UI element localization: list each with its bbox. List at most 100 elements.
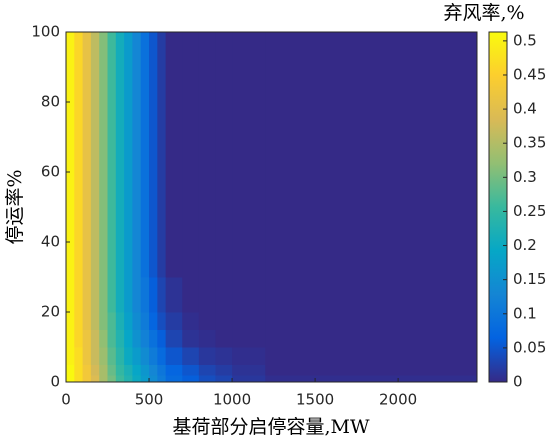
cell xyxy=(82,375,92,383)
cell xyxy=(157,277,167,313)
cell xyxy=(82,312,92,330)
cell xyxy=(182,329,200,348)
cell xyxy=(215,32,233,278)
cell xyxy=(140,364,150,376)
cell xyxy=(90,32,100,278)
colorbar-tick-label: 0.5 xyxy=(513,31,537,49)
cell xyxy=(265,277,478,313)
cell xyxy=(215,375,233,383)
cell xyxy=(265,32,478,278)
cell xyxy=(198,32,216,278)
x-tick-label: 0 xyxy=(61,391,71,409)
cell xyxy=(232,312,266,330)
y-tick-label: 40 xyxy=(41,233,60,251)
cell xyxy=(215,312,233,330)
cell xyxy=(66,364,75,376)
cell xyxy=(149,375,158,383)
cell xyxy=(132,375,142,383)
colorbar-tick-label: 0.45 xyxy=(513,65,546,83)
colorbar-tick-label: 0.05 xyxy=(513,338,546,356)
cell xyxy=(107,277,117,313)
cell xyxy=(115,375,125,383)
cell xyxy=(82,32,92,278)
cell xyxy=(82,329,92,348)
cell xyxy=(140,347,150,365)
cell xyxy=(74,329,84,348)
cell xyxy=(198,364,216,376)
cell xyxy=(82,347,92,365)
cell xyxy=(140,329,150,348)
cell xyxy=(99,312,109,330)
cell xyxy=(66,347,75,365)
x-tick-label: 2000 xyxy=(379,391,417,409)
colorbar-tick-label: 0 xyxy=(513,373,523,391)
y-tick-label: 80 xyxy=(41,93,60,111)
cell xyxy=(140,375,150,383)
y-tick-label: 100 xyxy=(31,23,60,41)
cell xyxy=(182,32,200,278)
cell xyxy=(198,277,216,313)
colorbar-tick-label: 0.1 xyxy=(513,304,537,322)
cell xyxy=(215,329,233,348)
cell xyxy=(90,375,100,383)
cell xyxy=(182,347,200,365)
colorbar-tick-label: 0.4 xyxy=(513,100,537,118)
cell xyxy=(165,364,183,376)
cell xyxy=(265,312,478,330)
cell xyxy=(115,329,125,348)
cell xyxy=(132,277,142,313)
cell xyxy=(74,347,84,365)
cell xyxy=(149,312,158,330)
cell xyxy=(74,364,84,376)
cell xyxy=(74,375,84,383)
cell xyxy=(66,277,75,313)
cell xyxy=(107,347,117,365)
cell xyxy=(99,277,109,313)
cell xyxy=(157,312,167,330)
colorbar-tick-label: 0.3 xyxy=(513,168,537,186)
cell xyxy=(124,329,133,348)
cell xyxy=(90,277,100,313)
cell xyxy=(215,277,233,313)
colorbar-tick-label: 0.15 xyxy=(513,270,546,288)
cell xyxy=(232,277,266,313)
cell xyxy=(215,364,233,376)
cell xyxy=(66,375,75,383)
x-tick-label: 1000 xyxy=(213,391,251,409)
cell xyxy=(157,375,167,383)
cell xyxy=(215,347,233,365)
cell xyxy=(124,347,133,365)
cell xyxy=(165,375,183,383)
cell xyxy=(107,312,117,330)
cell xyxy=(124,312,133,330)
cell xyxy=(124,364,133,376)
cell xyxy=(157,329,167,348)
cell xyxy=(149,32,158,278)
cell xyxy=(149,329,158,348)
cell xyxy=(66,312,75,330)
cell xyxy=(182,277,200,313)
cell xyxy=(157,364,167,376)
x-tick-label: 1500 xyxy=(296,391,334,409)
cell xyxy=(99,375,109,383)
cell xyxy=(90,364,100,376)
cell xyxy=(115,364,125,376)
cell xyxy=(198,312,216,330)
cell xyxy=(140,32,150,278)
cell xyxy=(140,312,150,330)
cell xyxy=(165,312,183,330)
cell xyxy=(232,375,266,383)
cell xyxy=(132,32,142,278)
cell xyxy=(232,364,266,376)
x-tick-label: 500 xyxy=(135,391,164,409)
cell xyxy=(182,375,200,383)
cell xyxy=(115,312,125,330)
heatmap xyxy=(66,32,478,383)
cell xyxy=(182,312,200,330)
cell xyxy=(232,329,266,348)
cell xyxy=(165,347,183,365)
cell xyxy=(140,277,150,313)
cell xyxy=(99,32,109,278)
axes-box xyxy=(65,31,478,383)
